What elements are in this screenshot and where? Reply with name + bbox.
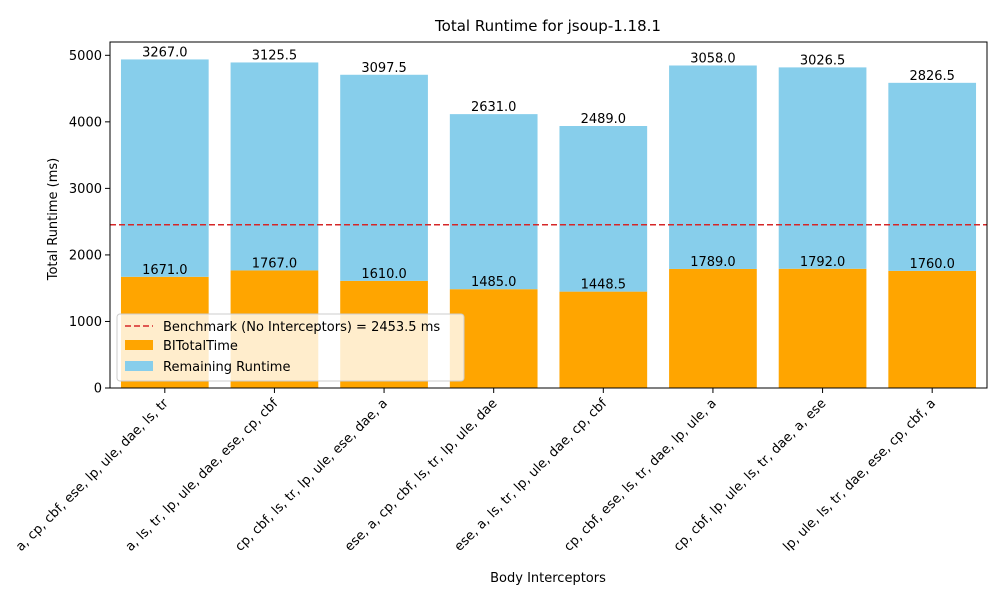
- data-label-remaining-runtime: 3125.5: [252, 48, 298, 63]
- bar-remaining-runtime: [230, 62, 319, 271]
- bar-remaining-runtime: [120, 59, 209, 277]
- bar-remaining-runtime: [559, 126, 648, 292]
- y-tick-label: 2000: [69, 248, 102, 263]
- y-axis: 0 1000 2000 3000 4000 5000: [69, 49, 110, 397]
- y-tick-label: 1000: [69, 315, 102, 330]
- data-label-remaining-runtime: 2826.5: [909, 69, 955, 84]
- data-label-remaining-runtime: 3026.5: [800, 53, 846, 68]
- bar-remaining-runtime: [449, 114, 538, 290]
- bar-labels-group: 1671.0 3267.0 1767.0 3125.5 1610.0 3097.5 1485…: [142, 45, 955, 292]
- data-label-bitotaltime: 1760.0: [909, 257, 955, 272]
- data-label-bitotaltime: 1610.0: [361, 267, 407, 282]
- y-tick-label: 0: [94, 382, 102, 397]
- data-label-bitotaltime: 1671.0: [142, 263, 188, 278]
- bar-bitotaltime: [778, 268, 867, 388]
- legend: Benchmark (No Interceptors) = 2453.5 ms B…: [116, 313, 465, 382]
- y-axis-label: Total Runtime (ms): [46, 158, 61, 282]
- y-tick-label: 5000: [69, 49, 102, 64]
- legend-label-series: BITotalTime: [163, 339, 238, 354]
- x-axis-label: Body Interceptors: [490, 571, 606, 586]
- legend-box: [116, 313, 465, 382]
- data-label-remaining-runtime: 2489.0: [581, 112, 627, 127]
- bar-remaining-runtime: [778, 67, 867, 269]
- legend-swatch-series: [125, 361, 153, 371]
- data-label-remaining-runtime: 3058.0: [690, 51, 736, 66]
- bar-remaining-runtime: [340, 74, 428, 281]
- legend-swatch-series: [125, 340, 153, 350]
- data-label-bitotaltime: 1448.5: [581, 278, 627, 293]
- data-label-bitotaltime: 1485.0: [471, 275, 517, 290]
- y-tick-label: 4000: [69, 115, 102, 130]
- data-label-bitotaltime: 1767.0: [252, 256, 298, 271]
- bar-bitotaltime: [559, 291, 648, 388]
- bars-group: [120, 59, 977, 388]
- y-tick-label: 3000: [69, 182, 102, 197]
- legend-label-series: Remaining Runtime: [163, 360, 290, 375]
- data-label-remaining-runtime: 2631.0: [471, 100, 517, 115]
- data-label-remaining-runtime: 3267.0: [142, 45, 188, 60]
- data-label-remaining-runtime: 3097.5: [361, 61, 407, 76]
- data-label-bitotaltime: 1792.0: [800, 255, 846, 270]
- bar-bitotaltime: [888, 270, 977, 388]
- legend-label-benchmark: Benchmark (No Interceptors) = 2453.5 ms: [163, 320, 440, 335]
- bar-remaining-runtime: [669, 65, 757, 269]
- plot-frame: [109, 41, 988, 389]
- bar-bitotaltime: [669, 268, 757, 388]
- chart-title: Total Runtime for jsoup-1.18.1: [434, 17, 661, 35]
- bar-remaining-runtime: [888, 82, 977, 271]
- data-label-bitotaltime: 1789.0: [690, 255, 736, 270]
